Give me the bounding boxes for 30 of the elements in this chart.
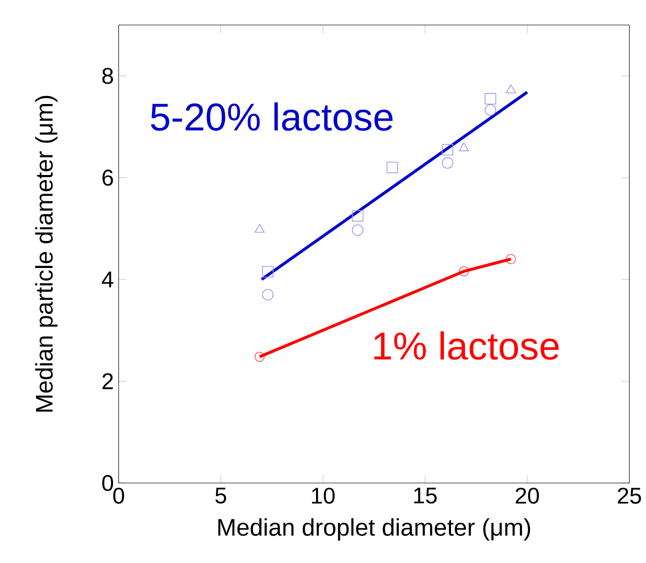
y-tick-label: 0 xyxy=(102,474,114,492)
point xyxy=(506,254,516,264)
point xyxy=(262,266,274,278)
series-label: 5-20% lactose xyxy=(150,102,393,131)
point xyxy=(458,266,469,276)
point xyxy=(442,144,454,156)
y-axis-title: Median particle diameter (μm) xyxy=(35,96,58,412)
y-tick-label: 6 xyxy=(102,170,113,186)
point xyxy=(442,157,454,169)
point xyxy=(386,162,398,174)
point xyxy=(352,224,364,236)
x-tick-label: 20 xyxy=(516,488,539,504)
series-label: 1% lactose xyxy=(374,331,559,360)
x-axis-title: Median droplet diameter (μm) xyxy=(218,518,530,541)
x-tick-label: 10 xyxy=(312,488,335,504)
x-tick-label: 5 xyxy=(215,488,226,504)
x-tick-label: 15 xyxy=(414,488,437,504)
y-tick-label: 4 xyxy=(102,272,114,288)
x-tick-label: 0 xyxy=(113,488,124,504)
point xyxy=(506,84,516,94)
point xyxy=(458,142,469,152)
y-tick-label: 2 xyxy=(102,373,113,390)
y-tick-label: 8 xyxy=(102,68,113,84)
point xyxy=(254,352,265,362)
point xyxy=(484,93,496,105)
point xyxy=(254,224,265,233)
point xyxy=(484,104,496,116)
point xyxy=(262,288,274,300)
x-tick-label: 25 xyxy=(618,488,641,504)
point xyxy=(352,210,364,222)
